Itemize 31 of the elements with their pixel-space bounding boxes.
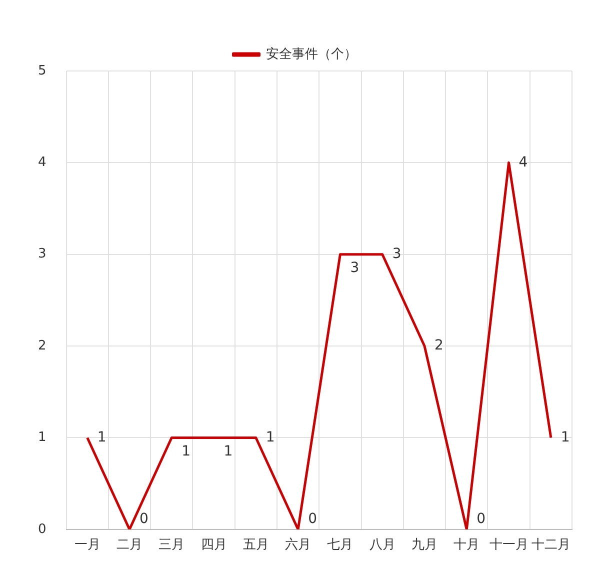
y-tick-label: 1 xyxy=(38,430,46,446)
data-label: 1 xyxy=(97,429,106,446)
y-tick-label: 0 xyxy=(38,522,46,537)
x-tick-label: 八月 xyxy=(369,538,396,553)
data-label: 3 xyxy=(350,260,360,276)
x-tick-label: 一月 xyxy=(74,538,100,553)
x-tick-label: 十月 xyxy=(454,538,480,553)
legend-label: 安全事件（个） xyxy=(266,46,357,62)
x-tick-label: 七月 xyxy=(327,538,354,553)
y-tick-label: 4 xyxy=(38,155,46,170)
data-label: 4 xyxy=(518,154,528,170)
x-tick-label: 四月 xyxy=(200,538,227,553)
data-label: 0 xyxy=(476,511,486,528)
x-tick-label: 二月 xyxy=(116,538,142,553)
data-label: 2 xyxy=(434,338,444,354)
y-tick-label: 2 xyxy=(38,338,46,354)
data-label: 1 xyxy=(224,443,233,460)
x-tick-label: 六月 xyxy=(285,538,312,553)
y-tick-label: 3 xyxy=(38,246,46,262)
x-tick-label: 十一月 xyxy=(489,538,528,553)
data-label: 1 xyxy=(182,443,191,460)
data-label: 0 xyxy=(139,511,148,528)
x-tick-label: 十二月 xyxy=(531,538,570,553)
data-label: 3 xyxy=(392,246,402,262)
data-label: 0 xyxy=(308,511,317,528)
data-label: 1 xyxy=(560,429,570,446)
y-tick-label: 5 xyxy=(38,63,46,78)
data-label: 1 xyxy=(266,429,275,446)
x-tick-label: 九月 xyxy=(411,538,438,553)
x-tick-label: 三月 xyxy=(158,538,185,553)
x-tick-label: 五月 xyxy=(242,538,269,553)
